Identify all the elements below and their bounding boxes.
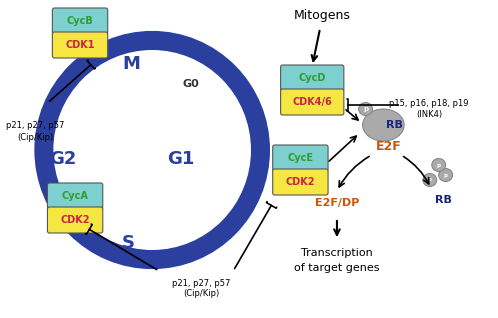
Ellipse shape — [359, 102, 373, 115]
Ellipse shape — [439, 169, 453, 182]
Text: CDK1: CDK1 — [65, 40, 95, 50]
FancyBboxPatch shape — [52, 8, 108, 34]
Text: CDK4/6: CDK4/6 — [292, 97, 332, 107]
Text: CycA: CycA — [62, 191, 89, 201]
Text: CycE: CycE — [287, 153, 313, 163]
FancyBboxPatch shape — [47, 207, 103, 233]
Text: CDK2: CDK2 — [60, 215, 90, 225]
FancyBboxPatch shape — [280, 65, 344, 91]
Text: Mitogens: Mitogens — [294, 10, 351, 23]
Text: (Cip/Kip): (Cip/Kip) — [183, 288, 220, 298]
Text: G1: G1 — [167, 150, 194, 168]
Ellipse shape — [423, 174, 437, 186]
Text: p: p — [437, 162, 441, 168]
Text: Transcription: Transcription — [301, 248, 373, 258]
Text: CDK2: CDK2 — [286, 177, 315, 187]
FancyBboxPatch shape — [280, 89, 344, 115]
FancyBboxPatch shape — [47, 183, 103, 209]
Text: p: p — [363, 106, 368, 112]
Ellipse shape — [363, 109, 404, 141]
Text: p21, p27, p57: p21, p27, p57 — [172, 279, 231, 287]
Text: CycD: CycD — [299, 73, 326, 83]
Text: of target genes: of target genes — [294, 263, 379, 273]
Text: E2F: E2F — [375, 141, 401, 154]
Text: RB: RB — [435, 195, 452, 205]
Text: p21, p27, p57: p21, p27, p57 — [6, 121, 65, 130]
FancyBboxPatch shape — [273, 169, 328, 195]
Text: G2: G2 — [49, 150, 76, 168]
Text: (Cip/Kip): (Cip/Kip) — [17, 133, 54, 142]
FancyBboxPatch shape — [52, 32, 108, 58]
Text: p15, p16, p18, p19: p15, p16, p18, p19 — [389, 99, 469, 107]
FancyBboxPatch shape — [273, 145, 328, 171]
Text: p: p — [428, 177, 432, 183]
Text: M: M — [123, 55, 140, 73]
Text: E2F/DP: E2F/DP — [315, 198, 359, 208]
Text: S: S — [122, 234, 134, 252]
Text: CycB: CycB — [67, 16, 94, 26]
Text: RB: RB — [386, 120, 403, 130]
Text: (INK4): (INK4) — [416, 109, 442, 119]
Text: G0: G0 — [182, 79, 199, 89]
Ellipse shape — [432, 158, 446, 171]
Circle shape — [53, 50, 251, 250]
Text: p: p — [444, 172, 448, 177]
